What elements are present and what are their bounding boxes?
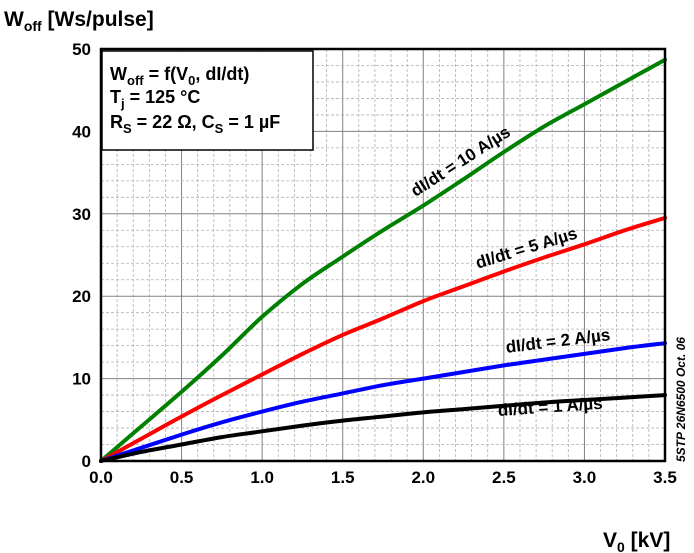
parameter-box: Woff = f(V0, dI/dt) Tj = 125 °C RS = 22 …	[101, 50, 314, 151]
y-axis-title: Woff [Ws/pulse]	[4, 8, 154, 34]
series-line-2	[99, 215, 667, 463]
x-tick-label: 1.0	[250, 468, 274, 487]
x-tick-label: 2.0	[411, 468, 435, 487]
y-tick-label: 40	[72, 122, 91, 141]
y-tick-label: 30	[72, 205, 91, 224]
part-number-watermark: 5STP 26N6500 Oct. 06	[674, 337, 688, 462]
y-tick-labels: 0 10 20 30 40 50	[72, 40, 91, 471]
x-tick-label: 3.0	[573, 468, 597, 487]
y-tick-label: 10	[72, 370, 91, 389]
plot-frame	[99, 47, 667, 463]
parameter-line-3: RS = 22 Ω, CS = 1 µF	[110, 112, 280, 136]
x-tick-label: 3.5	[653, 468, 677, 487]
series-line-3	[99, 341, 667, 463]
x-tick-label: 2.5	[492, 468, 516, 487]
x-tick-label: 0.5	[170, 468, 194, 487]
series-line-1	[99, 57, 667, 463]
x-tick-label: 1.5	[331, 468, 355, 487]
curve-label-4: dI/dt = 1 A/µs	[497, 394, 603, 420]
y-tick-label: 20	[72, 287, 91, 306]
y-tick-label: 50	[72, 40, 91, 59]
series-line-4	[99, 393, 667, 463]
x-tick-label: 0.0	[89, 468, 113, 487]
y-tick-label: 0	[82, 452, 91, 471]
series-layer	[99, 57, 667, 463]
parameter-line-1: Woff = f(V0, dI/dt)	[110, 64, 249, 88]
parameter-line-2: Tj = 125 °C	[110, 87, 200, 111]
x-axis-title: V0 [kV]	[603, 529, 670, 553]
x-tick-labels: 0.0 0.5 1.0 1.5 2.0 2.5 3.0 3.5	[89, 468, 677, 487]
